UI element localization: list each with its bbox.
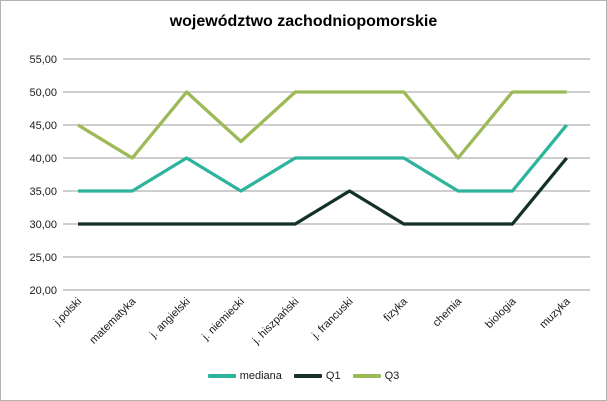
series-line-mediana xyxy=(78,123,568,193)
chart-title: województwo zachodniopomorskie xyxy=(169,13,438,30)
y-axis-tick-label: 30,00 xyxy=(29,219,57,231)
legend-item-Q1: Q1 xyxy=(293,370,341,382)
y-axis-tick-label: 50,00 xyxy=(29,87,57,99)
legend-swatch-Q3 xyxy=(352,374,381,378)
y-axis-tick-label: 40,00 xyxy=(29,153,57,165)
series-line-Q1 xyxy=(78,156,568,226)
legend: mediana Q1 Q3 xyxy=(1,370,606,382)
y-axis-tick-label: 25,00 xyxy=(29,252,57,264)
legend-swatch-Q1 xyxy=(293,374,322,378)
x-axis-label: j. francuski xyxy=(309,296,355,342)
x-axis-label: matematyka xyxy=(88,295,139,346)
legend-item-Q3: Q3 xyxy=(352,370,400,382)
x-axis-label: chemia xyxy=(431,295,465,329)
legend-label: Q1 xyxy=(325,370,341,382)
x-axis-label: j. hiszpański xyxy=(250,296,302,348)
y-axis-tick-label: 55,00 xyxy=(29,54,57,66)
y-axis-tick-label: 45,00 xyxy=(29,120,57,132)
legend-item-mediana: mediana xyxy=(207,370,282,382)
y-axis-tick-label: 35,00 xyxy=(29,186,57,198)
y-axis-tick-label: 20,00 xyxy=(29,285,57,297)
x-axis-label: j. angielski xyxy=(147,296,193,342)
x-axis-label: fizyka xyxy=(382,295,411,324)
x-axis-label: muzyka xyxy=(538,295,574,331)
x-axis-label: j.polski xyxy=(51,296,84,329)
legend-swatch-mediana xyxy=(207,374,236,378)
x-axis-label: j. niemiecki xyxy=(199,296,247,344)
x-axis-label: biologia xyxy=(483,295,519,331)
legend-label: mediana xyxy=(239,370,282,382)
legend-label: Q3 xyxy=(384,370,400,382)
series-line-Q3 xyxy=(77,90,567,160)
